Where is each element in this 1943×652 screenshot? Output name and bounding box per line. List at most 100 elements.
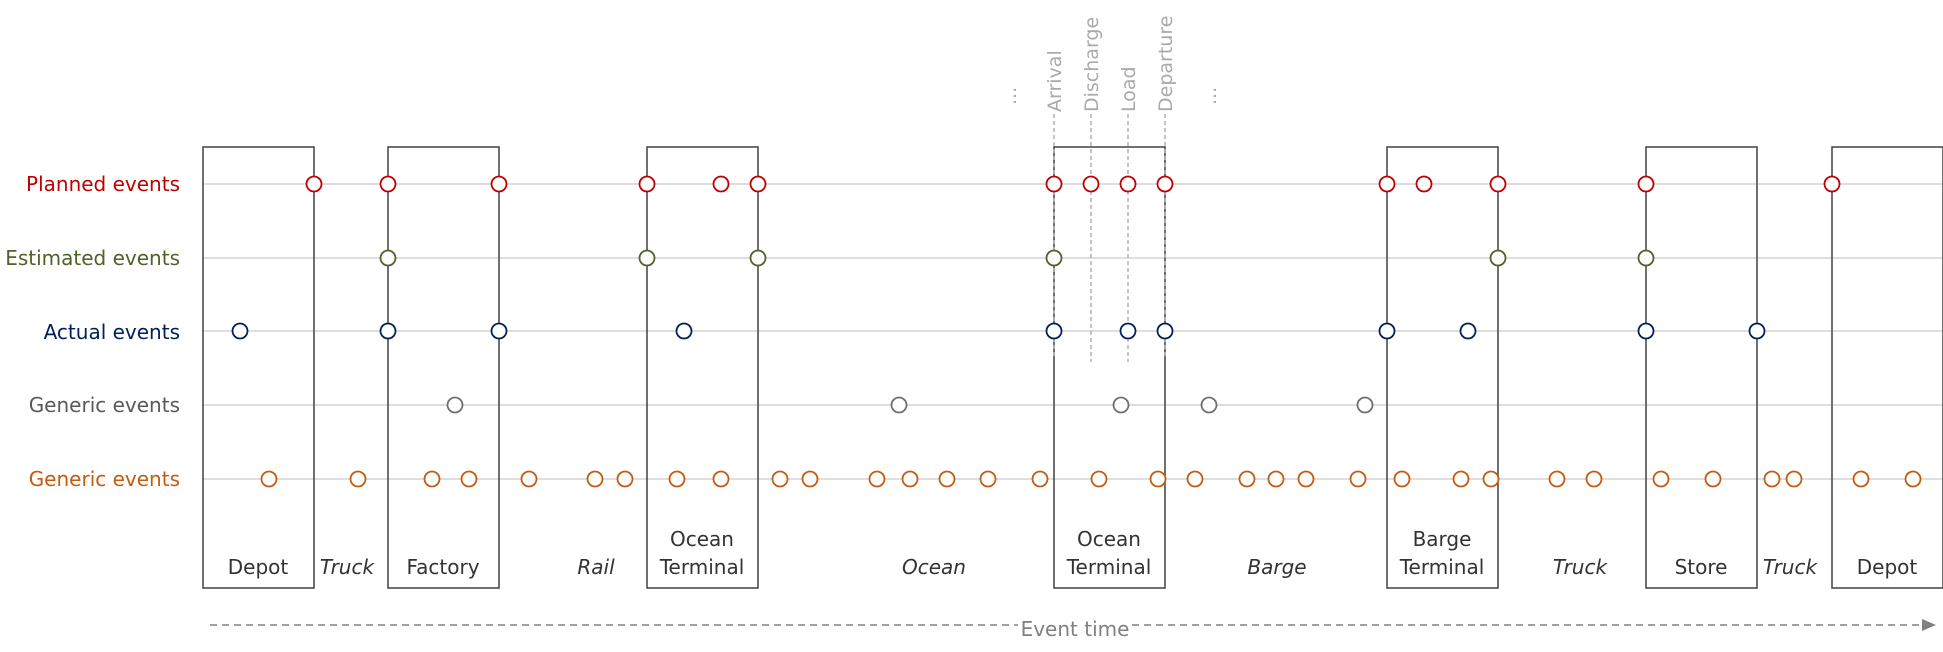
- planned-event-marker: [1082, 175, 1100, 193]
- planned-event-marker: [1489, 175, 1507, 193]
- estimated-event-marker: [379, 249, 397, 267]
- generic-event-markers-2: [260, 470, 1922, 488]
- node-label-ocean-terminal-destination-line1: Ocean: [1077, 527, 1141, 551]
- generic-event-marker-2: [260, 470, 278, 488]
- node-box-barge-terminal: [1386, 146, 1499, 589]
- generic-event-marker: [890, 396, 908, 414]
- leg-label-truck-3: Truck: [1763, 555, 1819, 579]
- generic-event-marker-2: [1267, 470, 1285, 488]
- actual-event-marker: [231, 322, 249, 340]
- generic-event-marker-2: [901, 470, 919, 488]
- node-label-ocean-terminal-origin-line2: Terminal: [659, 555, 745, 579]
- estimated-event-marker: [638, 249, 656, 267]
- actual-event-marker: [1045, 322, 1063, 340]
- node-label-store: Store: [1675, 555, 1728, 579]
- actual-event-marker: [1156, 322, 1174, 340]
- generic-event-marker: [1200, 396, 1218, 414]
- generic-event-marker-2: [868, 470, 886, 488]
- generic-event-marker-2: [460, 470, 478, 488]
- generic-event-marker-2: [1763, 470, 1781, 488]
- leg-label-truck-2: Truck: [1553, 555, 1609, 579]
- planned-event-marker: [490, 175, 508, 193]
- node-boxes: [202, 146, 1943, 589]
- generic-event-marker-2: [1090, 470, 1108, 488]
- node-box-ocean-terminal-destination: [1053, 146, 1166, 589]
- generic-event-marker: [446, 396, 464, 414]
- planned-event-marker: [712, 175, 730, 193]
- generic-event-marker-2: [1186, 470, 1204, 488]
- row-label-generic-2: Generic events: [29, 467, 180, 491]
- node-box-ocean-terminal-origin: [646, 146, 759, 589]
- row-label-planned: Planned events: [26, 172, 180, 196]
- node-box-depot: [202, 146, 315, 589]
- row-label-generic: Generic events: [29, 393, 180, 417]
- actual-event-markers: [231, 322, 1766, 340]
- row-label-estimated: Estimated events: [5, 246, 180, 270]
- axis-label: Event time: [1021, 617, 1130, 641]
- node-label-ocean-terminal-destination-line2: Terminal: [1066, 555, 1152, 579]
- actual-event-marker: [490, 322, 508, 340]
- generic-event-marker-2: [349, 470, 367, 488]
- axis-arrowhead-icon: [1922, 619, 1936, 631]
- sub-event-label-departure: Departure: [1155, 16, 1177, 112]
- generic-event-marker: [1112, 396, 1130, 414]
- planned-event-marker: [305, 175, 323, 193]
- generic-event-marker-2: [712, 470, 730, 488]
- sub-event-label-arrival: Arrival: [1044, 50, 1066, 112]
- generic-event-marker-2: [1238, 470, 1256, 488]
- node-label-depot: Depot: [228, 555, 289, 579]
- generic-event-marker-2: [979, 470, 997, 488]
- generic-event-marker-2: [1149, 470, 1167, 488]
- node-label-barge-terminal-line2: Terminal: [1399, 555, 1485, 579]
- node-labels: Depot Factory Ocean Terminal Ocean Termi…: [228, 527, 1918, 579]
- generic-event-marker-2: [1548, 470, 1566, 488]
- generic-event-marker-2: [1349, 470, 1367, 488]
- generic-event-marker-2: [586, 470, 604, 488]
- node-box-store: [1645, 146, 1758, 589]
- actual-event-marker: [1748, 322, 1766, 340]
- sub-event-labels: ... Arrival Discharge Load Departure ...: [999, 16, 1221, 112]
- estimated-event-marker: [1045, 249, 1063, 267]
- planned-event-marker: [379, 175, 397, 193]
- planned-event-marker: [1045, 175, 1063, 193]
- generic-event-marker: [1356, 396, 1374, 414]
- estimated-event-marker: [749, 249, 767, 267]
- generic-event-marker-2: [520, 470, 538, 488]
- generic-event-marker-2: [1704, 470, 1722, 488]
- actual-event-marker: [675, 322, 693, 340]
- actual-event-marker: [1637, 322, 1655, 340]
- generic-event-marker-2: [423, 470, 441, 488]
- event-time-axis: Event time: [210, 617, 1936, 641]
- estimated-event-marker: [1637, 249, 1655, 267]
- planned-event-marker: [1156, 175, 1174, 193]
- sub-event-ellipsis-left: ...: [999, 87, 1021, 105]
- row-labels: Planned events Estimated events Actual e…: [5, 172, 180, 491]
- generic-event-marker-2: [1904, 470, 1922, 488]
- generic-event-marker-2: [938, 470, 956, 488]
- node-label-depot-end: Depot: [1857, 555, 1918, 579]
- leg-label-rail: Rail: [577, 555, 615, 579]
- generic-event-marker-2: [1652, 470, 1670, 488]
- sub-event-lines: [1053, 114, 1166, 362]
- node-label-factory: Factory: [406, 555, 479, 579]
- actual-event-marker: [1459, 322, 1477, 340]
- leg-label-ocean: Ocean: [902, 555, 966, 579]
- generic-event-marker-2: [771, 470, 789, 488]
- planned-event-marker: [1823, 175, 1841, 193]
- row-lines: [202, 183, 1943, 480]
- row-label-actual: Actual events: [44, 320, 180, 344]
- sub-event-label-load: Load: [1118, 66, 1140, 112]
- generic-event-marker-2: [1452, 470, 1470, 488]
- generic-event-marker-2: [1852, 470, 1870, 488]
- generic-event-marker-2: [668, 470, 686, 488]
- sub-event-ellipsis-right: ...: [1199, 87, 1221, 105]
- leg-label-barge: Barge: [1247, 555, 1306, 579]
- generic-event-marker-2: [1785, 470, 1803, 488]
- planned-event-marker: [1119, 175, 1137, 193]
- leg-label-truck-1: Truck: [320, 555, 376, 579]
- generic-event-marker-2: [1297, 470, 1315, 488]
- generic-event-marker-2: [616, 470, 634, 488]
- actual-event-marker: [1378, 322, 1396, 340]
- planned-event-markers: [305, 175, 1841, 193]
